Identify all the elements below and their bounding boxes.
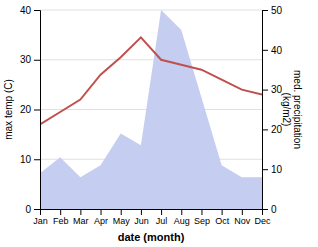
tick-mark xyxy=(262,129,268,130)
tick-mark xyxy=(161,209,162,215)
tick-label: Sep xyxy=(194,216,210,226)
tick-mark xyxy=(262,169,268,170)
tick-mark xyxy=(242,209,243,215)
tick-label: May xyxy=(113,216,131,226)
plot: JanFebMarAprMayJunJulAugSepOctNovDec0102… xyxy=(3,5,303,243)
tick: 0 xyxy=(262,204,277,215)
tick: 30 xyxy=(262,84,283,95)
grid-line xyxy=(40,59,262,60)
tick-label: Oct xyxy=(215,216,230,226)
tick-label: 30 xyxy=(20,54,32,65)
tick-mark xyxy=(34,209,40,210)
tick-label: Aug xyxy=(174,216,190,226)
tick: 40 xyxy=(20,5,40,16)
tick: Jul xyxy=(156,209,168,226)
tick-mark xyxy=(34,60,40,61)
tick: Aug xyxy=(174,209,190,226)
tick: Jun xyxy=(134,209,149,226)
tick-mark xyxy=(222,209,223,215)
tick: 40 xyxy=(262,45,283,56)
line xyxy=(40,37,262,124)
tick-label: Feb xyxy=(53,216,69,226)
tick-mark xyxy=(34,110,40,111)
x-axis: Jan Feb Mar Apr MayJun Jul Aug Sep Oct NovDec xyxy=(33,209,271,226)
tick: 0 xyxy=(25,204,40,215)
axis-line xyxy=(34,11,41,210)
tick-label: Jun xyxy=(134,216,149,226)
tick: 30 xyxy=(20,54,40,65)
tick: Mar xyxy=(73,209,89,226)
grid xyxy=(40,10,262,209)
tick-mark xyxy=(201,209,202,215)
tick-mark xyxy=(34,10,40,11)
tick-mark xyxy=(101,209,102,215)
tick-mark xyxy=(80,209,81,215)
y2-axis-title-line: (kg/m2) xyxy=(281,93,292,127)
axis-line xyxy=(41,210,263,216)
tick-mark xyxy=(181,209,182,215)
tick-label: Dec xyxy=(254,216,271,226)
tick-mark xyxy=(60,209,61,215)
tick: 20 xyxy=(20,104,40,115)
tick: 10 xyxy=(20,154,40,165)
x-axis-title: date (month) xyxy=(118,231,185,243)
chart: JanFebMarAprMayJunJulAugSepOctNovDec0102… xyxy=(0,0,318,247)
tick-mark xyxy=(262,209,268,210)
tick-label: Jul xyxy=(156,216,168,226)
marks xyxy=(40,10,262,209)
tick: Feb xyxy=(53,209,69,226)
tick-label: 0 xyxy=(25,204,31,215)
tick-mark xyxy=(262,90,268,91)
y2-axis: 0 10 20 30 40 50 xyxy=(262,5,283,215)
axis-line xyxy=(263,11,269,210)
y2-axis-title-line: med. precipitation xyxy=(292,70,303,149)
tick: Oct xyxy=(215,209,230,226)
tick: 50 xyxy=(262,5,283,16)
tick-mark xyxy=(262,10,268,11)
tick: Nov xyxy=(234,209,251,226)
tick: May xyxy=(113,209,131,226)
tick: 20 xyxy=(262,124,283,135)
tick-mark xyxy=(121,209,122,215)
tick-mark xyxy=(141,209,142,215)
tick-label: 10 xyxy=(20,154,32,165)
y-axis-title: max temp (C) xyxy=(3,79,14,140)
tick: Apr xyxy=(94,209,108,226)
tick-label: Apr xyxy=(94,216,108,226)
tick-label: Mar xyxy=(73,216,89,226)
y2-axis-title: med. precipitation(kg/m2) xyxy=(281,70,304,149)
tick-label: 40 xyxy=(20,5,32,16)
tick: Sep xyxy=(194,209,210,226)
tick-label: 10 xyxy=(271,164,283,175)
tick-label: 20 xyxy=(20,104,32,115)
area xyxy=(40,10,262,209)
tick-label: Jan xyxy=(33,216,48,226)
tick-mark xyxy=(262,50,268,51)
tick: 10 xyxy=(262,164,283,175)
tick-label: 50 xyxy=(271,5,283,16)
tick-mark xyxy=(34,159,40,160)
grid-line xyxy=(40,10,262,11)
tick-label: 40 xyxy=(271,45,283,56)
y-axis: 0 10 20 30 40 xyxy=(20,5,41,215)
tick-label: Nov xyxy=(234,216,251,226)
tick: Jan xyxy=(33,209,48,226)
tick: Dec xyxy=(254,209,271,226)
tick-label: 0 xyxy=(271,204,277,215)
